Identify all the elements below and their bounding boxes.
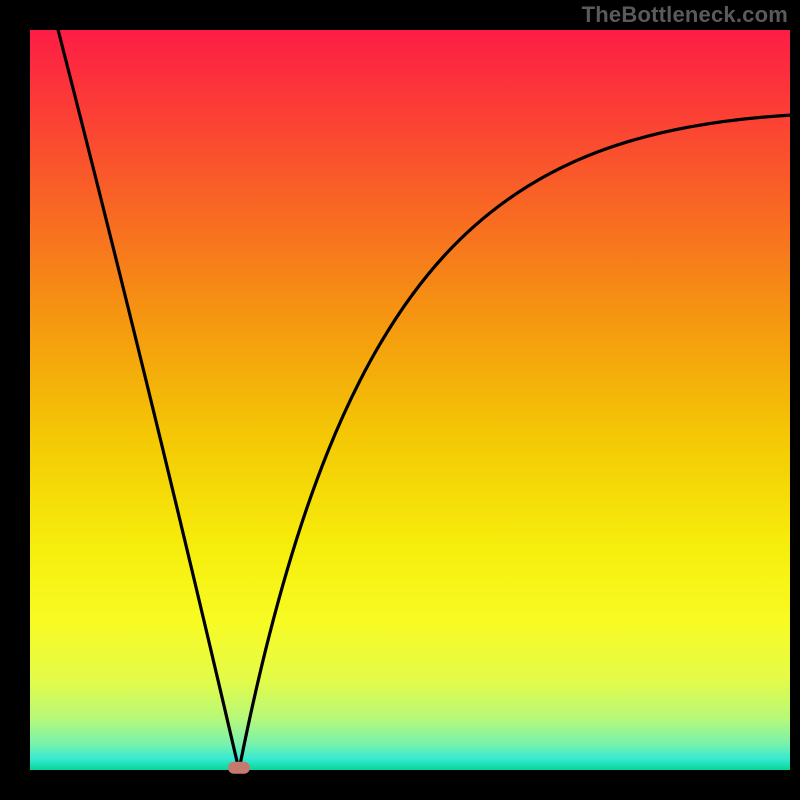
bottleneck-curve-svg xyxy=(0,0,800,800)
curve-left-branch xyxy=(58,30,239,770)
optimal-point-marker xyxy=(228,762,250,774)
curve-right-branch xyxy=(239,115,790,770)
watermark-text: TheBottleneck.com xyxy=(582,2,788,28)
